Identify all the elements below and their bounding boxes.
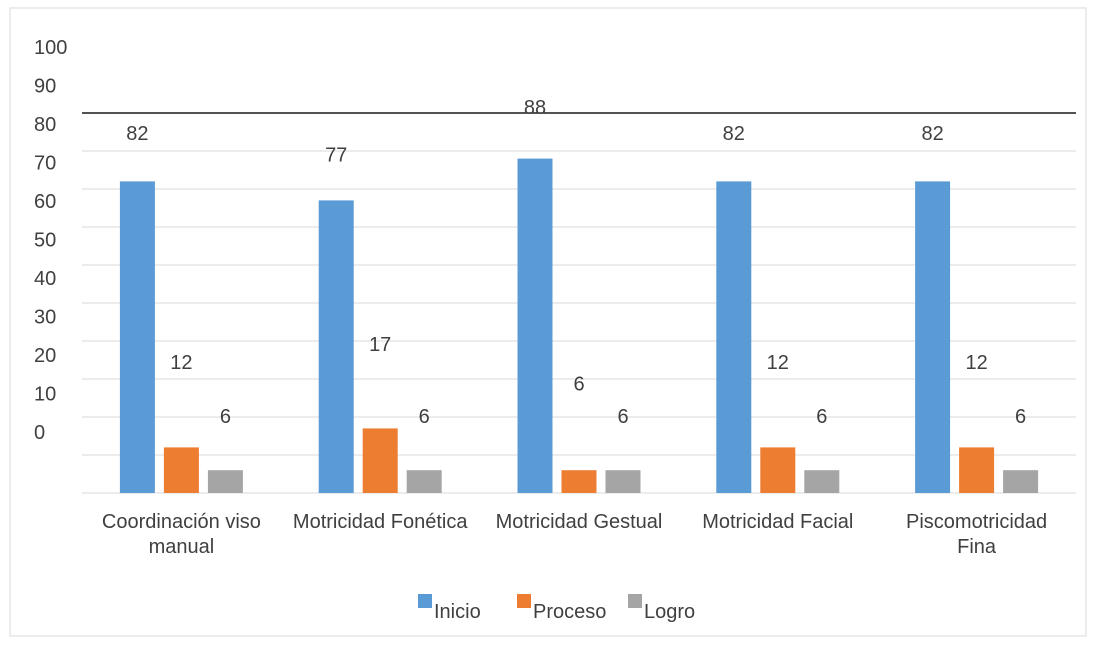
bar-proceso [561,470,597,493]
y-tick-label: 10 [34,384,56,406]
y-tick-label: 20 [34,345,56,367]
y-tick-label: 0 [34,422,45,444]
data-label-logro: 6 [1015,406,1026,428]
bar-logro [406,470,442,493]
gridlines [82,112,1076,494]
bar-logro [1003,470,1039,493]
data-label-logro: 6 [816,406,827,428]
data-label-logro: 6 [617,406,628,428]
y-tick-label: 60 [34,191,56,213]
legend: Inicio Proceso Logro [418,594,695,623]
y-tick-label: 50 [34,230,56,252]
y-tick-label: 70 [34,153,56,175]
data-label-proceso: 17 [369,334,391,356]
bar-proceso [959,447,995,493]
bar-proceso [760,447,796,493]
category-label: Coordinación viso [102,511,261,533]
bar-inicio [915,181,951,493]
bar-inicio [119,181,155,493]
data-label-proceso: 12 [767,352,789,374]
data-label-proceso: 12 [965,352,987,374]
data-label-proceso: 12 [170,352,192,374]
bar-logro [605,470,641,493]
y-tick-label: 90 [34,76,56,98]
data-label-logro: 6 [419,406,430,428]
y-tick-label: 40 [34,268,56,290]
category-label: Motricidad Gestual [496,511,663,533]
data-label-inicio: 82 [723,123,745,145]
category-label: Motricidad Fonética [293,511,468,533]
bar-inicio [318,200,354,493]
bar-logro [804,470,840,493]
bar-proceso [362,428,398,493]
legend-label-proceso: Proceso [533,601,606,623]
bar-proceso [163,447,199,493]
category-label: Fina [957,536,997,558]
legend-label-logro: Logro [644,601,695,623]
y-tick-label: 100 [34,37,67,59]
x-axis-categories: Coordinación viso manual Motricidad Fonéti… [102,511,1047,558]
category-label: manual [149,536,215,558]
data-labels: 82 12 6 77 17 6 88 6 6 82 12 6 82 12 6 [126,97,1026,428]
y-tick-label: 30 [34,307,56,329]
data-label-proceso: 6 [573,374,584,396]
legend-swatch-logro [628,594,642,608]
category-label: Piscomotricidad [906,511,1047,533]
legend-swatch-proceso [517,594,531,608]
data-label-logro: 6 [220,406,231,428]
bars [119,158,1039,493]
category-label: Motricidad Facial [702,511,853,533]
data-label-inicio: 88 [524,97,546,119]
bar-logro [207,470,243,493]
legend-label-inicio: Inicio [434,601,481,623]
data-label-inicio: 82 [921,123,943,145]
y-tick-label: 80 [34,114,56,136]
bar-inicio [517,158,553,493]
legend-swatch-inicio [418,594,432,608]
bar-inicio [716,181,752,493]
data-label-inicio: 82 [126,123,148,145]
data-label-inicio: 77 [325,144,347,166]
